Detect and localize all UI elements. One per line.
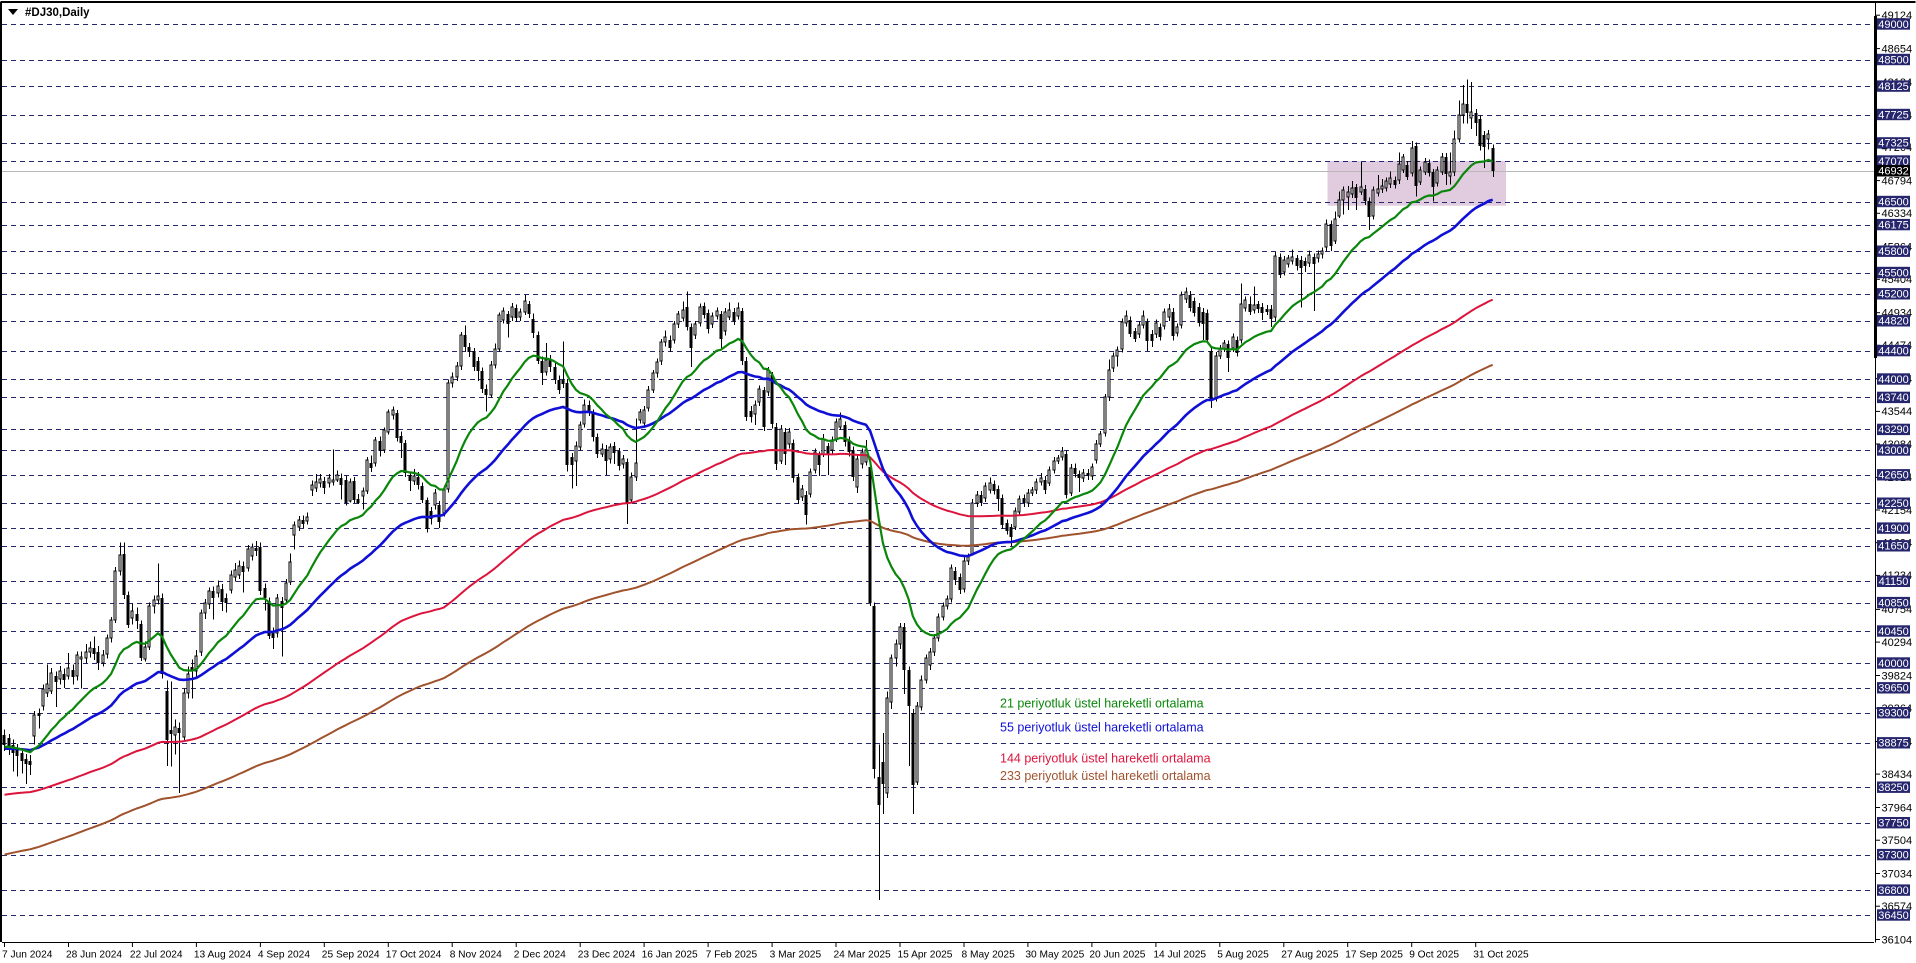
svg-text:41650: 41650 [1878, 541, 1909, 553]
svg-text:37300: 37300 [1878, 849, 1909, 861]
svg-text:49000: 49000 [1878, 19, 1909, 31]
svg-text:144 periyotluk üstel hareketli: 144 periyotluk üstel hareketli ortalama [1000, 751, 1211, 765]
svg-text:46175: 46175 [1878, 219, 1909, 231]
svg-text:25 Sep 2024: 25 Sep 2024 [322, 950, 380, 961]
svg-text:45800: 45800 [1878, 246, 1909, 258]
svg-text:8 Nov 2024: 8 Nov 2024 [450, 950, 502, 961]
svg-text:46334: 46334 [1882, 208, 1913, 220]
svg-text:38434: 38434 [1882, 769, 1913, 781]
svg-text:48125: 48125 [1878, 81, 1909, 93]
svg-text:31 Oct 2025: 31 Oct 2025 [1473, 950, 1529, 961]
svg-text:38250: 38250 [1878, 782, 1909, 794]
svg-text:24 Mar 2025: 24 Mar 2025 [834, 950, 892, 961]
svg-text:37034: 37034 [1882, 868, 1913, 880]
svg-text:36450: 36450 [1878, 910, 1909, 922]
svg-text:30 May 2025: 30 May 2025 [1025, 950, 1084, 961]
svg-text:48654: 48654 [1882, 43, 1913, 55]
svg-text:23 Dec 2024: 23 Dec 2024 [578, 950, 636, 961]
svg-text:43740: 43740 [1878, 392, 1909, 404]
svg-text:47070: 47070 [1878, 156, 1909, 168]
svg-text:27 Aug 2025: 27 Aug 2025 [1281, 950, 1339, 961]
svg-text:46932: 46932 [1878, 166, 1909, 178]
svg-text:48500: 48500 [1878, 54, 1909, 66]
svg-text:14 Jul 2025: 14 Jul 2025 [1153, 950, 1206, 961]
svg-text:38875: 38875 [1878, 738, 1909, 750]
svg-text:36104: 36104 [1882, 934, 1913, 946]
svg-text:16 Jan 2025: 16 Jan 2025 [642, 950, 698, 961]
svg-text:39650: 39650 [1878, 683, 1909, 695]
svg-text:45200: 45200 [1878, 289, 1909, 301]
svg-text:7 Feb 2025: 7 Feb 2025 [706, 950, 758, 961]
svg-text:47725: 47725 [1878, 109, 1909, 121]
svg-text:40294: 40294 [1882, 637, 1913, 649]
svg-text:37964: 37964 [1882, 802, 1913, 814]
svg-text:44820: 44820 [1878, 316, 1909, 328]
svg-text:46794: 46794 [1882, 175, 1913, 187]
svg-text:37504: 37504 [1882, 835, 1913, 847]
svg-text:44000: 44000 [1878, 374, 1909, 386]
svg-text:5 Aug 2025: 5 Aug 2025 [1217, 950, 1269, 961]
svg-text:39824: 39824 [1882, 670, 1913, 682]
svg-text:8 May 2025: 8 May 2025 [962, 950, 1016, 961]
svg-text:17 Oct 2024: 17 Oct 2024 [386, 950, 442, 961]
svg-text:40000: 40000 [1878, 658, 1909, 670]
svg-text:47325: 47325 [1878, 138, 1909, 150]
svg-text:40850: 40850 [1878, 597, 1909, 609]
svg-text:43290: 43290 [1878, 424, 1909, 436]
svg-text:#DJ30,Daily: #DJ30,Daily [25, 7, 90, 19]
svg-text:41900: 41900 [1878, 523, 1909, 535]
svg-text:44400: 44400 [1878, 345, 1909, 357]
svg-text:17 Sep 2025: 17 Sep 2025 [1345, 950, 1403, 961]
svg-text:9 Oct 2025: 9 Oct 2025 [1409, 950, 1459, 961]
svg-text:21 periyotluk üstel hareketli: 21 periyotluk üstel hareketli ortalama [1000, 697, 1204, 711]
svg-text:22 Jul 2024: 22 Jul 2024 [130, 950, 183, 961]
svg-text:55 periyotluk üstel hareketli: 55 periyotluk üstel hareketli ortalama [1000, 721, 1204, 735]
svg-text:41150: 41150 [1879, 576, 1909, 588]
svg-text:28 Jun 2024: 28 Jun 2024 [66, 950, 122, 961]
svg-text:3 Mar 2025: 3 Mar 2025 [770, 950, 822, 961]
svg-text:20 Jun 2025: 20 Jun 2025 [1089, 950, 1145, 961]
svg-text:40450: 40450 [1878, 626, 1909, 638]
svg-text:2 Dec 2024: 2 Dec 2024 [514, 950, 566, 961]
svg-text:13 Aug 2024: 13 Aug 2024 [194, 950, 252, 961]
svg-text:42650: 42650 [1878, 470, 1909, 482]
svg-text:39300: 39300 [1878, 708, 1909, 720]
svg-text:15 Apr 2025: 15 Apr 2025 [898, 950, 953, 961]
svg-text:43000: 43000 [1878, 445, 1909, 457]
svg-text:36800: 36800 [1878, 885, 1909, 897]
svg-text:233 periyotluk üstel hareketli: 233 periyotluk üstel hareketli ortalama [1000, 769, 1211, 783]
svg-text:4 Sep 2024: 4 Sep 2024 [258, 950, 310, 961]
svg-text:43544: 43544 [1882, 406, 1913, 418]
svg-text:46500: 46500 [1878, 196, 1909, 208]
svg-text:7 Jun 2024: 7 Jun 2024 [2, 950, 53, 961]
svg-text:42250: 42250 [1878, 498, 1909, 510]
svg-text:37750: 37750 [1878, 818, 1909, 830]
svg-text:45500: 45500 [1878, 267, 1909, 279]
